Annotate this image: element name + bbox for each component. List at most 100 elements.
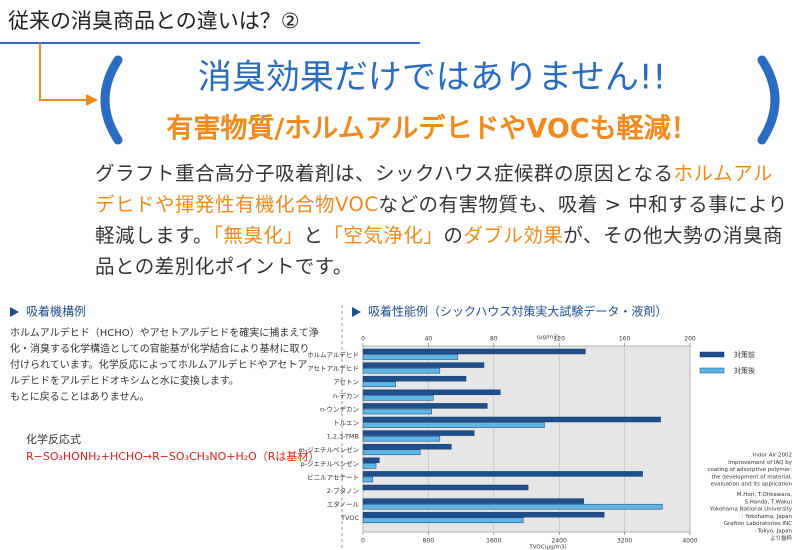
category-label: エタノール bbox=[327, 500, 360, 509]
citation-line: より抜粋 bbox=[770, 534, 792, 542]
x-tick-label: 0 bbox=[361, 538, 365, 545]
body-line: もとに戻ることはありません。 bbox=[10, 392, 150, 403]
formula: R−SO₃HONH₂+HCHO→R−SO₃CH₃NO+H₂O（Rは基材） bbox=[26, 449, 319, 463]
bar bbox=[362, 471, 643, 477]
citation-line: evaluation and its application bbox=[711, 482, 793, 488]
bar bbox=[362, 367, 441, 374]
chart-title: 吸着性能例（シックハウス対策実大試験データ・液剤） bbox=[368, 304, 667, 319]
bar bbox=[362, 430, 475, 436]
bar bbox=[362, 503, 663, 510]
x-tick-label: 0 bbox=[361, 336, 365, 343]
category-label: ホルムアルデヒド bbox=[307, 350, 359, 359]
legend-label: 対策前 bbox=[734, 350, 755, 359]
bar bbox=[362, 449, 421, 456]
category-label: 1,2,3-TMB bbox=[327, 433, 359, 441]
section-title: 吸着機構例 bbox=[26, 304, 86, 319]
bar bbox=[362, 498, 584, 504]
category-label: 2-ブタノン bbox=[327, 486, 359, 495]
x-tick-label: 800 bbox=[423, 538, 435, 545]
citation-line: Improvement of IAQ by bbox=[728, 460, 793, 466]
text-segment: と bbox=[303, 224, 324, 247]
text-segment: グラフト重合高分子吸着剤は、シックハウス症候群の原因となる bbox=[95, 162, 674, 185]
bar bbox=[362, 416, 661, 423]
x-tick-label: 160 bbox=[619, 336, 631, 343]
citation-line: M.Hori, T.Ohkawara, bbox=[737, 492, 793, 498]
x-tick-label: 4000 bbox=[682, 538, 697, 545]
paragraph: グラフト重合高分子吸着剤は、シックハウス症候群の原因となるホルムアルデヒドや揮発… bbox=[95, 158, 790, 282]
bar bbox=[362, 511, 605, 518]
text-segment: 「空気浄化」 bbox=[323, 224, 444, 247]
category-label: m-ジエチルベンゼン bbox=[298, 445, 359, 454]
bar bbox=[362, 484, 529, 491]
category-label: ビニルアセテート bbox=[307, 472, 359, 481]
bar bbox=[362, 435, 441, 442]
x-tick-label: 200 bbox=[684, 336, 696, 343]
body-line: ホルムアルデヒド（HCHO）やアセトアルデヒドを確実に捕まえて浄 bbox=[10, 328, 319, 339]
x-tick-label: 120 bbox=[553, 336, 565, 343]
bar bbox=[362, 443, 452, 450]
citation-line: Grafton Laboratories INC bbox=[724, 521, 792, 527]
text-segment: 「無臭化」 bbox=[213, 224, 304, 247]
body-line: ルデヒドをアルデヒドオキシムと水に変換します。 bbox=[10, 376, 239, 387]
x-tick-label: 40 bbox=[425, 336, 433, 343]
category-label: アセトアルデヒド bbox=[307, 364, 359, 373]
citation-line: Indor Air 2002 bbox=[753, 453, 792, 459]
category-label: n-デカン bbox=[333, 391, 359, 400]
citation-line: : Yokohama, Japan bbox=[742, 514, 793, 520]
axis-label: (μg/m3) bbox=[537, 335, 559, 341]
headline-main: 消臭効果だけではありません!! bbox=[198, 58, 666, 98]
x-tick-label: 80 bbox=[490, 336, 498, 343]
bullet bbox=[10, 307, 19, 317]
category-label: アセトン bbox=[333, 378, 359, 386]
formula-label: 化学反応式 bbox=[26, 432, 81, 446]
bar bbox=[362, 362, 485, 368]
bar bbox=[362, 457, 380, 464]
bar bbox=[362, 389, 501, 396]
bracket-left bbox=[100, 55, 123, 145]
arrow-head bbox=[86, 94, 98, 106]
text-segment: が、その他大勢の消臭商品との差別化ポイントです。 bbox=[95, 224, 784, 278]
category-label: p-ジエチルベンゼン bbox=[301, 459, 359, 468]
body-line: 付けられています。化学反応によってホルムアルデヒドやアセトア bbox=[10, 360, 308, 371]
mechanism-body: ホルムアルデヒド（HCHO）やアセトアルデヒドを確実に捕まえて浄 化・消臭する化学… bbox=[10, 326, 319, 406]
bar bbox=[362, 403, 488, 409]
legend-swatch bbox=[699, 351, 725, 358]
citation-line: Yokohama National University bbox=[709, 507, 793, 513]
category-label: n-ウンデカン bbox=[320, 404, 359, 413]
category-label: TVOC bbox=[340, 514, 359, 522]
bar bbox=[362, 348, 586, 355]
arrow bbox=[39, 43, 88, 101]
legend-label: 対策後 bbox=[734, 366, 755, 375]
x-tick-label: 1600 bbox=[486, 538, 501, 545]
bracket-right bbox=[757, 55, 780, 145]
bar bbox=[362, 395, 434, 401]
citation-line: the development of material, bbox=[711, 474, 792, 480]
citation-line: S.Handa, T.Wakui bbox=[744, 499, 792, 505]
text-segment: ダブル効果 bbox=[463, 224, 564, 247]
bar bbox=[362, 463, 377, 469]
bar bbox=[362, 408, 432, 415]
bar bbox=[362, 381, 396, 388]
citation-line: : Tokyo, Japan bbox=[754, 529, 792, 535]
bar bbox=[362, 375, 467, 382]
axis-label: TVOC(μg/m3) bbox=[528, 545, 566, 550]
bar bbox=[362, 476, 374, 483]
category-label: トルエン bbox=[333, 419, 359, 427]
bar bbox=[362, 422, 545, 428]
citation-line: coating of adsorptive polymer: bbox=[707, 467, 792, 473]
text-segment: ホルムアルデヒドや揮発性有機化合物VOC bbox=[95, 162, 773, 216]
bullet bbox=[352, 307, 361, 317]
text-segment: などの有害物質も、吸着 > 中和する事により軽減します。 bbox=[95, 193, 788, 247]
text-segment: の bbox=[443, 224, 464, 247]
x-tick-label: 2400 bbox=[552, 538, 567, 545]
header-title: 従来の消臭商品との違いは？② bbox=[8, 9, 300, 33]
chart: 0 40 80 120 160 200 (μg/m3) ホルムアルデヒドアセトアルデヒドアセト… bbox=[298, 335, 792, 550]
x-tick-label: 3200 bbox=[617, 538, 632, 545]
bar bbox=[362, 354, 459, 360]
bar bbox=[362, 517, 524, 524]
body-line: 化・消臭する化学構造としての官能基が化学結合により基材に取り bbox=[10, 344, 310, 355]
headline-sub: 有害物質/ホルムアルデヒドやVOCも軽減！ bbox=[166, 113, 697, 145]
legend-swatch bbox=[699, 367, 725, 374]
